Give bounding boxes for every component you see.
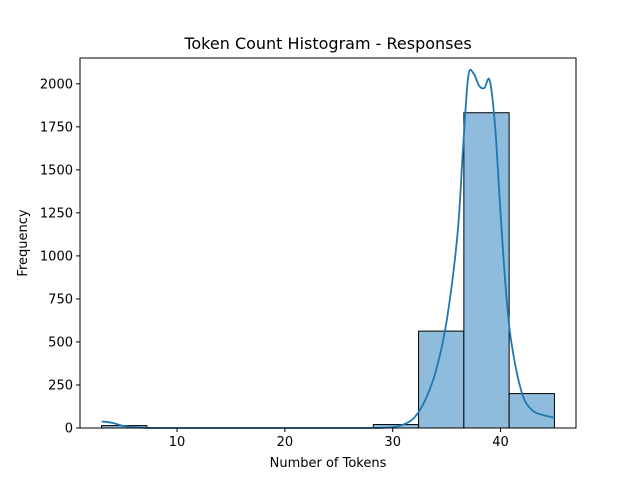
y-tick-label: 2000 <box>40 77 73 92</box>
y-tick-label: 750 <box>48 292 73 307</box>
y-tick-label: 1000 <box>40 249 73 264</box>
x-tick-label: 10 <box>169 435 186 450</box>
y-tick-label: 250 <box>48 378 73 393</box>
x-axis-label: Number of Tokens <box>270 456 387 471</box>
plot-frame <box>79 57 577 429</box>
y-axis-label: Frequency <box>16 209 31 276</box>
y-tick-label: 0 <box>65 422 73 437</box>
histogram-bar-8 <box>463 112 510 429</box>
x-axis-ticks: 10 20 30 40 <box>169 428 509 450</box>
x-tick-label: 30 <box>384 435 401 450</box>
y-tick-label: 1750 <box>40 120 73 135</box>
y-tick-label: 1500 <box>40 163 73 178</box>
x-tick-label: 20 <box>277 435 294 450</box>
x-tick-label: 40 <box>492 435 509 450</box>
y-tick-label: 500 <box>48 335 73 350</box>
chart-title: Token Count Histogram - Responses <box>183 34 471 53</box>
y-tick-label: 1250 <box>40 206 73 221</box>
y-axis-ticks: 0 250 500 750 1000 1250 1500 1750 2000 <box>40 77 80 437</box>
bars-group <box>101 112 555 429</box>
